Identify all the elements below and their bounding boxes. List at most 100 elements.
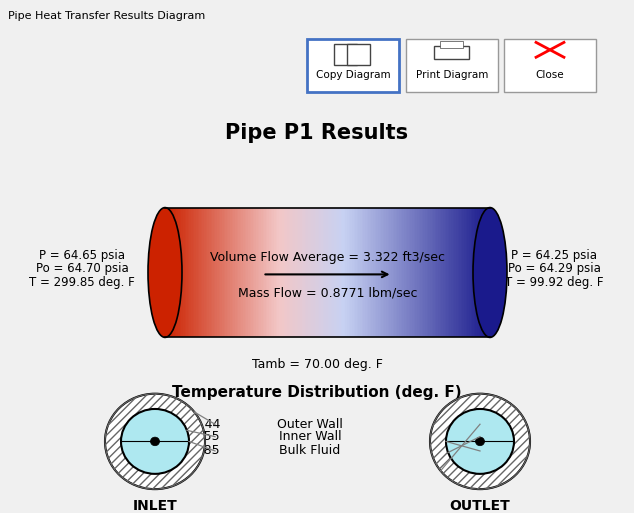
Text: INLET: INLET bbox=[133, 499, 178, 513]
Bar bbox=[173, 208, 176, 338]
Bar bbox=[283, 208, 286, 338]
Bar bbox=[230, 208, 233, 338]
Bar bbox=[378, 208, 380, 338]
Bar bbox=[368, 208, 370, 338]
Bar bbox=[372, 208, 374, 338]
Bar bbox=[205, 208, 208, 338]
FancyBboxPatch shape bbox=[434, 46, 469, 60]
Bar bbox=[484, 208, 486, 338]
Bar bbox=[290, 208, 292, 338]
Bar bbox=[271, 208, 273, 338]
Bar bbox=[179, 208, 182, 338]
Bar bbox=[375, 208, 377, 338]
Bar bbox=[396, 208, 398, 338]
Bar bbox=[172, 208, 174, 338]
Bar bbox=[404, 208, 406, 338]
Circle shape bbox=[476, 437, 484, 446]
Bar bbox=[194, 208, 197, 338]
Bar bbox=[415, 208, 418, 338]
Bar bbox=[381, 208, 384, 338]
Bar bbox=[386, 208, 389, 338]
Bar bbox=[402, 208, 404, 338]
Bar bbox=[295, 208, 297, 338]
Bar bbox=[220, 208, 223, 338]
Bar bbox=[391, 208, 393, 338]
Bar bbox=[424, 208, 426, 338]
Bar bbox=[458, 208, 460, 338]
Bar bbox=[238, 208, 240, 338]
Text: P = 64.25 psia: P = 64.25 psia bbox=[511, 249, 597, 262]
Bar bbox=[399, 208, 401, 338]
Text: 89.98: 89.98 bbox=[485, 430, 521, 443]
Circle shape bbox=[446, 409, 514, 474]
Bar bbox=[350, 208, 353, 338]
Circle shape bbox=[105, 393, 205, 489]
Bar bbox=[410, 208, 413, 338]
Text: 224.55: 224.55 bbox=[176, 430, 220, 443]
Bar bbox=[392, 208, 395, 338]
Bar bbox=[469, 208, 471, 338]
Bar bbox=[349, 208, 351, 338]
Bar bbox=[184, 208, 187, 338]
Bar bbox=[394, 208, 396, 338]
Bar bbox=[251, 208, 254, 338]
Bar bbox=[451, 208, 453, 338]
Bar bbox=[314, 208, 317, 338]
Bar bbox=[272, 208, 275, 338]
Bar bbox=[276, 208, 278, 338]
Bar bbox=[422, 208, 424, 338]
Bar bbox=[318, 208, 320, 338]
Bar bbox=[253, 208, 255, 338]
Bar bbox=[480, 208, 482, 338]
Bar bbox=[246, 208, 249, 338]
Bar bbox=[242, 208, 244, 338]
Bar bbox=[261, 208, 263, 338]
Text: T = 99.92 deg. F: T = 99.92 deg. F bbox=[505, 275, 603, 288]
Bar bbox=[321, 208, 323, 338]
FancyBboxPatch shape bbox=[504, 38, 596, 92]
Bar bbox=[407, 208, 410, 338]
Bar bbox=[448, 208, 450, 338]
Text: 299.85: 299.85 bbox=[176, 444, 220, 458]
Bar bbox=[222, 208, 224, 338]
Bar bbox=[308, 208, 311, 338]
Bar bbox=[413, 208, 416, 338]
Bar bbox=[355, 208, 358, 338]
Bar bbox=[243, 208, 245, 338]
Bar bbox=[334, 208, 337, 338]
Text: 223.44: 223.44 bbox=[177, 418, 220, 431]
Bar bbox=[465, 208, 468, 338]
Bar bbox=[199, 208, 202, 338]
Bar bbox=[441, 208, 444, 338]
Bar bbox=[418, 208, 421, 338]
Bar bbox=[412, 208, 415, 338]
Bar bbox=[340, 208, 343, 338]
Bar bbox=[188, 208, 190, 338]
Bar bbox=[209, 208, 211, 338]
Bar bbox=[300, 208, 302, 338]
Bar bbox=[453, 208, 455, 338]
Bar bbox=[328, 208, 330, 338]
Bar bbox=[444, 208, 447, 338]
Bar bbox=[488, 208, 491, 338]
Bar bbox=[398, 208, 400, 338]
Bar bbox=[285, 208, 288, 338]
Bar bbox=[427, 208, 429, 338]
Bar bbox=[479, 208, 481, 338]
Circle shape bbox=[121, 409, 189, 474]
Bar bbox=[196, 208, 198, 338]
Text: Temperature Distribution (deg. F): Temperature Distribution (deg. F) bbox=[172, 385, 462, 400]
Text: Pipe P1 Results: Pipe P1 Results bbox=[226, 123, 408, 143]
Bar bbox=[282, 208, 285, 338]
Circle shape bbox=[430, 393, 530, 489]
Bar bbox=[387, 208, 390, 338]
Bar bbox=[181, 208, 184, 338]
Bar bbox=[269, 208, 271, 338]
Ellipse shape bbox=[148, 208, 182, 338]
Bar bbox=[436, 208, 439, 338]
Bar bbox=[217, 208, 219, 338]
Bar bbox=[256, 208, 259, 338]
Bar bbox=[236, 208, 239, 338]
Bar bbox=[176, 208, 179, 338]
Text: Mass Flow = 0.8771 lbm/sec: Mass Flow = 0.8771 lbm/sec bbox=[238, 287, 417, 300]
